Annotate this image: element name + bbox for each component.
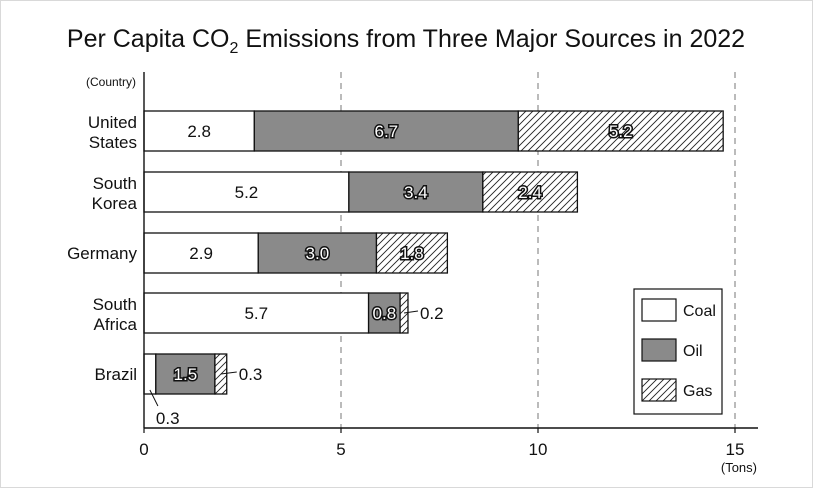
axes [143, 72, 758, 429]
category-labels: United States South Korea Germany South Africa… [67, 113, 137, 384]
value-label-oil-3: 0.8 [373, 304, 397, 323]
value-label-gas-4: 0.3 [239, 365, 263, 384]
bar-gas-0 [517, 110, 724, 152]
leader-line-coal-4 [149, 389, 159, 407]
bar-coal-1 [143, 171, 350, 213]
legend-swatch-oil [641, 338, 677, 362]
legend-label-gas: Gas [683, 383, 712, 400]
bar-oil-0 [253, 110, 519, 152]
category-label-3: South Africa [93, 295, 138, 334]
chart-title: Per Capita CO2 Emissions from Three Majo… [67, 25, 745, 57]
bars: 2.8 6.7 5.2 5.2 3.4 2.4 2.9 3.0 1.8 5.7 0.8 0.2 0.3 1… [143, 110, 724, 428]
value-label-coal-1: 5.2 [235, 183, 259, 202]
value-label-coal-3: 5.7 [244, 304, 268, 323]
x-tick-label-3: 15 [726, 440, 745, 459]
bar-gas-1 [482, 171, 579, 213]
category-label-0: United States [88, 113, 137, 152]
value-label-coal-2: 2.9 [189, 244, 213, 263]
leader-line-gas-3 [403, 310, 419, 314]
bar-coal-4 [143, 353, 157, 395]
value-label-gas-3: 0.2 [420, 304, 444, 323]
y-axis-label: (Country) [86, 75, 136, 89]
category-label-2: Germany [67, 244, 137, 263]
value-label-gas-0: 5.2 [609, 122, 633, 141]
bar-gas-2 [375, 232, 449, 274]
leader-line-gas-4 [220, 371, 237, 375]
value-label-oil-1: 3.4 [404, 183, 428, 202]
x-tick-label-2: 10 [529, 440, 548, 459]
legend: Coal Oil Gas [633, 288, 723, 415]
category-label-4: Brazil [94, 365, 137, 384]
bar-oil-2 [257, 232, 378, 274]
value-label-oil-4: 1.5 [174, 365, 198, 384]
value-label-gas-1: 2.4 [518, 183, 542, 202]
bar-gas-4 [214, 353, 228, 395]
bar-oil-1 [348, 171, 484, 213]
value-label-oil-0: 6.7 [374, 122, 398, 141]
value-label-gas-2: 1.8 [400, 244, 424, 263]
x-ticks: 0 5 10 15 [139, 428, 744, 459]
x-axis-unit-label: (Tons) [721, 460, 757, 475]
bar-coal-3 [143, 292, 370, 334]
bar-oil-4 [155, 353, 216, 395]
legend-swatch-gas [641, 378, 677, 402]
legend-swatch-coal [641, 298, 677, 322]
category-label-1: South Korea [92, 174, 138, 213]
value-label-coal-4: 0.3 [156, 409, 180, 428]
x-tick-label-0: 0 [139, 440, 148, 459]
value-label-oil-2: 3.0 [306, 244, 330, 263]
bar-coal-0 [143, 110, 255, 152]
legend-label-coal: Coal [683, 303, 716, 320]
x-tick-label-1: 5 [336, 440, 345, 459]
legend-label-oil: Oil [683, 343, 703, 360]
value-label-coal-0: 2.8 [187, 122, 211, 141]
